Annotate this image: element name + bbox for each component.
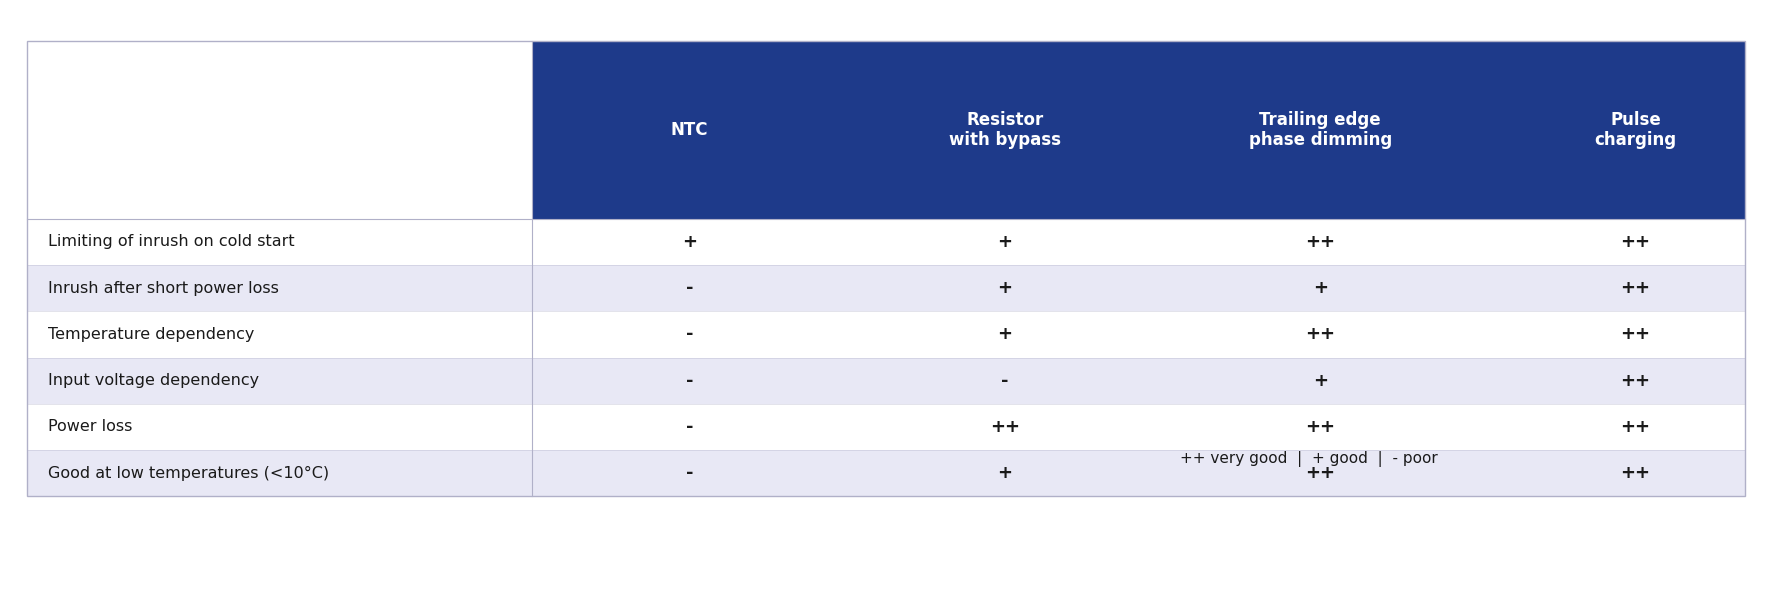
Text: NTC: NTC (670, 121, 709, 139)
Text: -: - (1001, 372, 1008, 389)
Text: +: + (998, 326, 1012, 343)
Text: ++: ++ (991, 418, 1019, 436)
Text: +: + (1313, 372, 1327, 389)
Text: ++: ++ (1306, 465, 1334, 482)
Text: Limiting of inrush on cold start: Limiting of inrush on cold start (48, 234, 294, 249)
Text: -: - (686, 418, 693, 436)
Text: Trailing edge
phase dimming: Trailing edge phase dimming (1249, 111, 1391, 150)
Text: ++: ++ (1306, 326, 1334, 343)
Text: ++: ++ (1621, 233, 1650, 251)
FancyBboxPatch shape (532, 41, 1745, 219)
Text: ++: ++ (1306, 418, 1334, 436)
FancyBboxPatch shape (27, 404, 1745, 450)
FancyBboxPatch shape (27, 219, 1745, 265)
Text: -: - (686, 372, 693, 389)
Text: +: + (682, 233, 696, 251)
Text: Temperature dependency: Temperature dependency (48, 327, 253, 342)
Text: ++: ++ (1306, 233, 1334, 251)
Text: +: + (998, 465, 1012, 482)
Text: Inrush after short power loss: Inrush after short power loss (48, 281, 278, 296)
Text: ++: ++ (1621, 372, 1650, 389)
FancyBboxPatch shape (27, 450, 1745, 496)
Text: -: - (686, 326, 693, 343)
Text: ++: ++ (1621, 326, 1650, 343)
Text: -: - (686, 465, 693, 482)
Text: Resistor
with bypass: Resistor with bypass (948, 111, 1061, 150)
Text: -: - (686, 279, 693, 297)
Text: Power loss: Power loss (48, 420, 133, 434)
Text: ++: ++ (1621, 279, 1650, 297)
FancyBboxPatch shape (27, 311, 1745, 358)
Text: Good at low temperatures (<10°C): Good at low temperatures (<10°C) (48, 466, 330, 481)
Text: ++ very good  |  + good  |  - poor: ++ very good | + good | - poor (1180, 451, 1437, 467)
Text: Input voltage dependency: Input voltage dependency (48, 373, 259, 388)
Text: +: + (998, 233, 1012, 251)
Text: ++: ++ (1621, 418, 1650, 436)
Text: Pulse
charging: Pulse charging (1595, 111, 1676, 150)
FancyBboxPatch shape (27, 358, 1745, 404)
Text: +: + (1313, 279, 1327, 297)
Text: +: + (998, 279, 1012, 297)
Text: ++: ++ (1621, 465, 1650, 482)
FancyBboxPatch shape (27, 265, 1745, 311)
